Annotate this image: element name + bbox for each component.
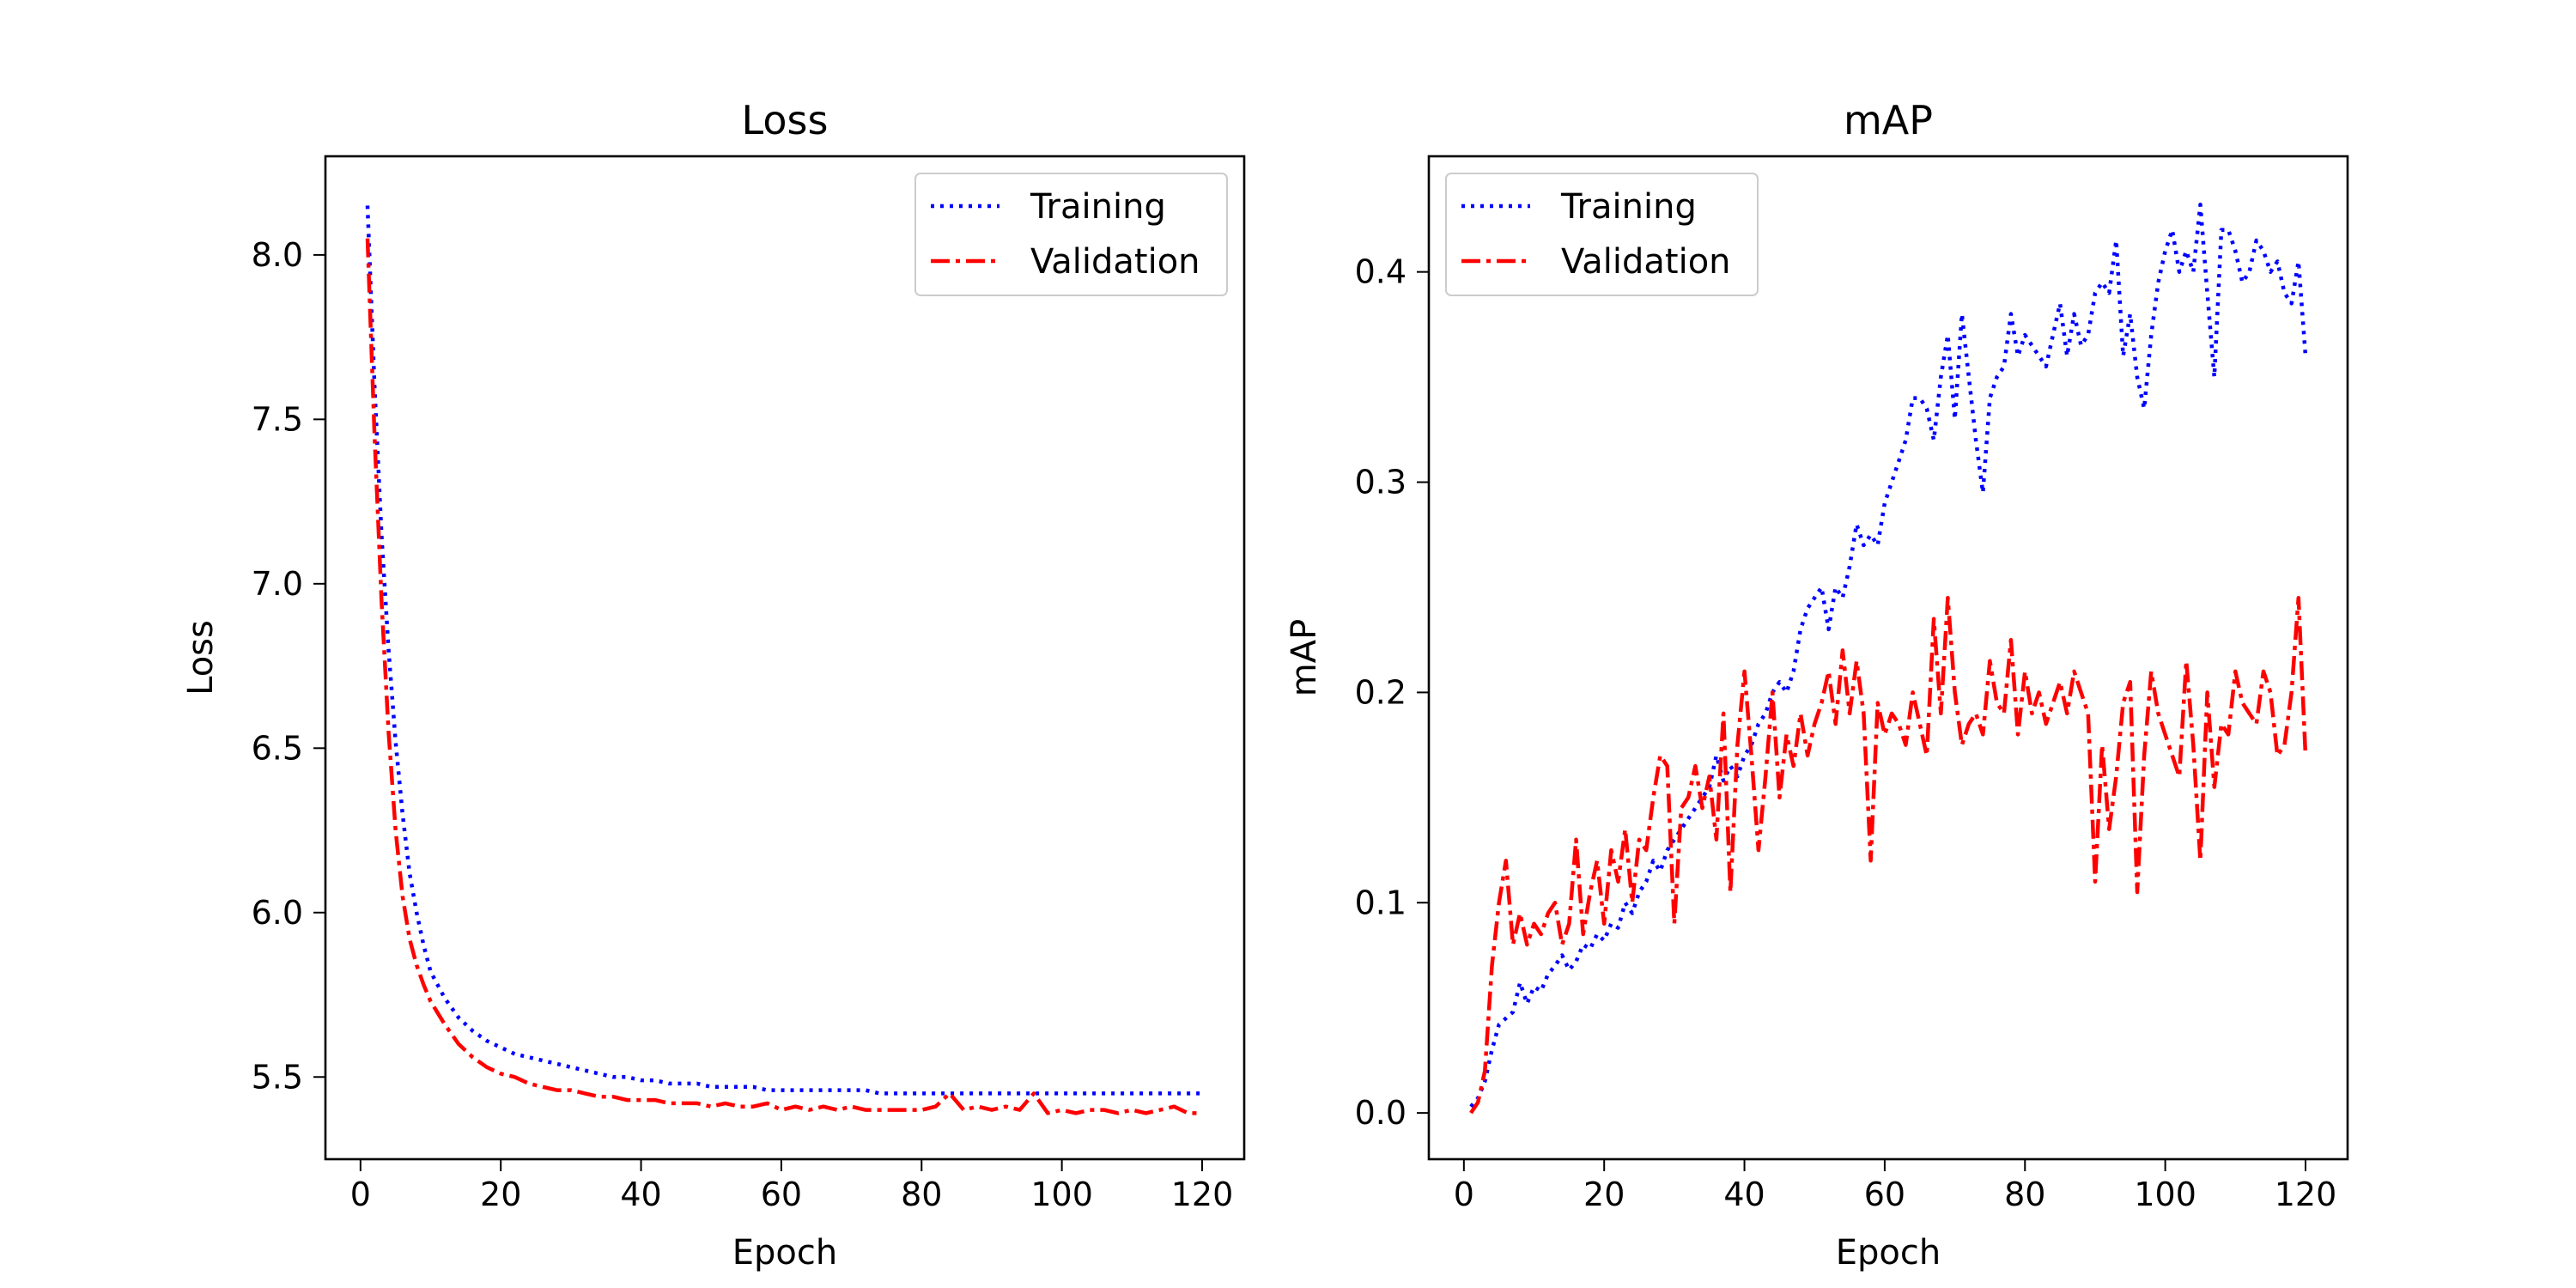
legend-label-validation: Validation [1561,242,1731,282]
legend-label-validation: Validation [1030,242,1200,282]
series-line-validation [1469,595,2308,1115]
y-axis-label: mAP [1285,619,1324,696]
x-tick-label: 40 [620,1176,661,1213]
chart-title: mAP [1844,97,1933,143]
x-axis-label: Epoch [1836,1233,1941,1273]
series-line-validation [365,238,1202,1115]
legend: Training Validation [914,173,1228,296]
y-tick-label: 0.3 [1355,464,1406,501]
y-tick-label: 6.5 [252,729,303,767]
x-tick-label: 120 [1171,1176,1234,1213]
x-axis-label: Epoch [732,1233,837,1273]
y-tick-label: 0.4 [1355,253,1406,291]
axes-frame [324,155,1246,1161]
x-tick-label: 80 [901,1176,942,1213]
legend-label-training: Training [1560,187,1697,227]
y-tick-label: 5.5 [252,1058,303,1096]
x-tick-label: 0 [350,1176,371,1213]
x-tick-label: 80 [2004,1176,2045,1213]
y-tick-label: 0.1 [1355,884,1406,921]
x-tick-label: 40 [1723,1176,1765,1213]
map-panel: 0 20 40 60 80 100 120 0.0 0.1 0.2 0.3 0.4 mAP Epoch mA… [1285,97,2349,1273]
chart-title: Loss [742,97,829,143]
x-tick-label: 100 [2134,1176,2196,1213]
x-tick-label: 120 [2275,1176,2337,1213]
y-tick-label: 7.5 [252,400,303,438]
x-tick-label: 0 [1454,1176,1474,1213]
x-tick-label: 20 [480,1176,521,1213]
axes-frame [1427,155,2349,1161]
series-group [1469,203,2308,1115]
y-axis-label: Loss [181,620,221,696]
y-tick-label: 0.2 [1355,673,1406,711]
series-line-training [1469,203,2308,1109]
x-tick-label: 60 [1864,1176,1905,1213]
legend-box [914,173,1228,296]
y-tick-label: 0.0 [1355,1094,1406,1132]
y-tick-label: 7.0 [252,565,303,603]
legend-box [1445,173,1759,296]
series-group [365,205,1202,1115]
legend-label-training: Training [1030,187,1166,227]
x-tick-label: 20 [1583,1176,1625,1213]
series-line-training [365,205,1202,1096]
x-tick-label: 100 [1030,1176,1093,1213]
legend: Training Validation [1445,173,1759,296]
y-tick-label: 8.0 [252,236,303,274]
x-tick-label: 60 [761,1176,802,1213]
loss-panel: 0 20 40 60 80 100 120 5.5 6.0 6.5 7.0 7.5 8.0 Loss Epo… [181,97,1246,1273]
y-tick-label: 6.0 [252,894,303,932]
